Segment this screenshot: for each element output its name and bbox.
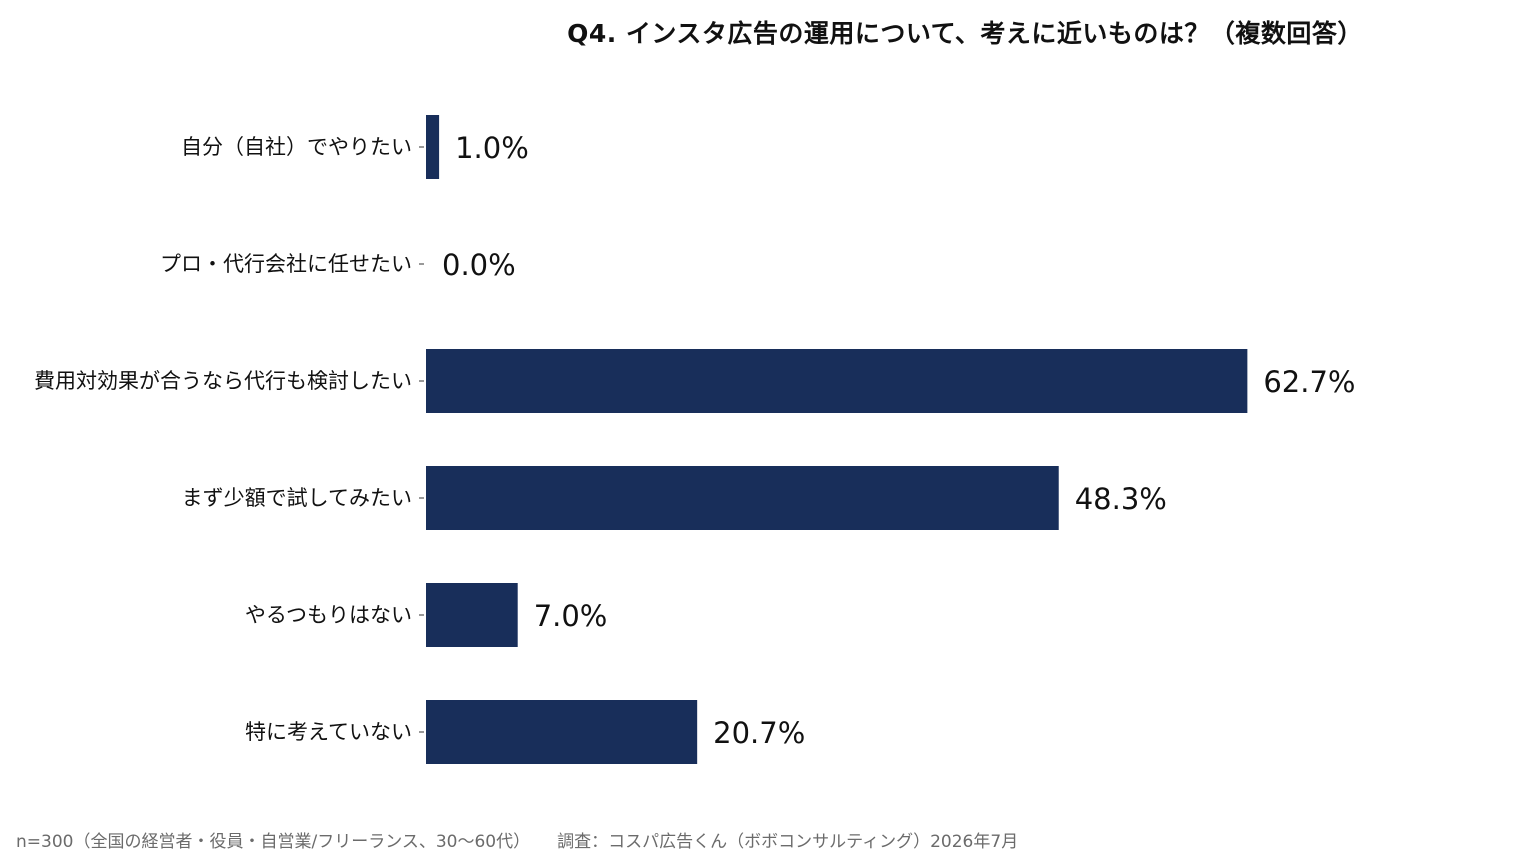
category-label: やるつもりはない [245, 603, 412, 627]
bar [426, 349, 1248, 413]
chart-title: Q4. インスタ広告の運用について、考えに近いものは？（複数回答） [567, 19, 1363, 48]
category-label: プロ・代行会社に任せたい [160, 252, 412, 276]
value-label: 1.0% [455, 131, 529, 165]
bar-chart: 自分（自社）でやりたい 1.0% プロ・代行会社に任せたい 0.0% 費用対効果が合うな… [34, 115, 1356, 764]
bar [426, 115, 440, 179]
category-label: 費用対効果が合うなら代行も検討したい [34, 369, 412, 393]
category-label: 特に考えていない [245, 720, 412, 744]
bar [426, 583, 518, 647]
bar [426, 466, 1059, 530]
value-label: 62.7% [1263, 365, 1355, 399]
bar [426, 700, 698, 764]
category-label: まず少額で試してみたい [182, 486, 412, 510]
value-label: 48.3% [1075, 482, 1167, 516]
category-label: 自分（自社）でやりたい [181, 135, 412, 159]
value-label: 7.0% [534, 599, 608, 633]
value-label: 0.0% [442, 248, 516, 282]
survey-footnote: n=300（全国の経営者・役員・自営業/フリーランス、30〜60代） 調査：コス… [16, 832, 1019, 852]
value-label: 20.7% [713, 716, 805, 750]
